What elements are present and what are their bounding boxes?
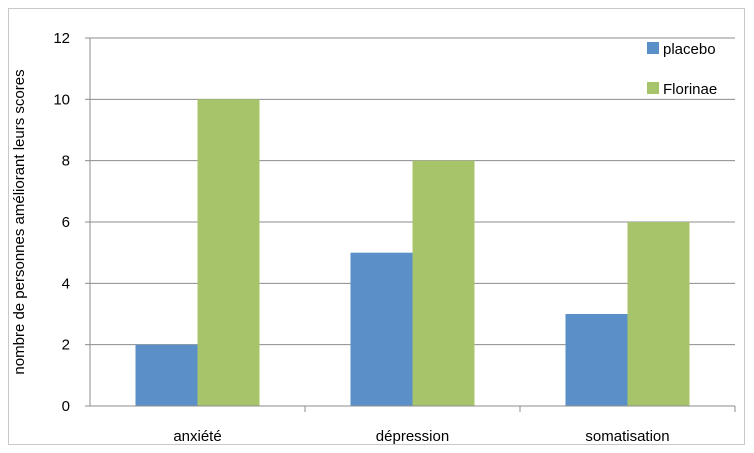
bar-florinae-0 [197, 99, 260, 406]
y-axis-label: nombre de personnes améliorant leurs sco… [11, 69, 28, 374]
y-tick-label: 0 [62, 398, 70, 415]
legend-label: Florinae [663, 81, 717, 98]
bar-florinae-2 [627, 222, 690, 406]
chart-border [8, 8, 745, 445]
bar-placebo-1 [350, 252, 413, 406]
axes-layer: 0 2 4 6 8 10 12 anxiété dépression somatisation [53, 30, 736, 445]
y-tick-label: 2 [62, 337, 70, 354]
legend-label: placebo [663, 41, 716, 58]
x-tick-label: somatisation [585, 428, 669, 445]
y-tick-label: 12 [53, 30, 70, 47]
bar-florinae-1 [412, 160, 475, 406]
legend-swatch [647, 82, 659, 94]
y-tick-label: 4 [62, 275, 70, 292]
y-tick-label: 6 [62, 214, 70, 231]
x-tick-label: anxiété [173, 428, 221, 445]
bar-placebo-0 [135, 344, 198, 406]
legend-swatch [647, 42, 659, 54]
y-tick-label: 8 [62, 153, 70, 170]
y-tick-label: 10 [53, 91, 70, 108]
x-tick-label: dépression [376, 428, 449, 445]
bars-layer [135, 99, 690, 406]
bar-placebo-2 [565, 314, 628, 406]
legend: placebo Florinae [647, 41, 717, 98]
